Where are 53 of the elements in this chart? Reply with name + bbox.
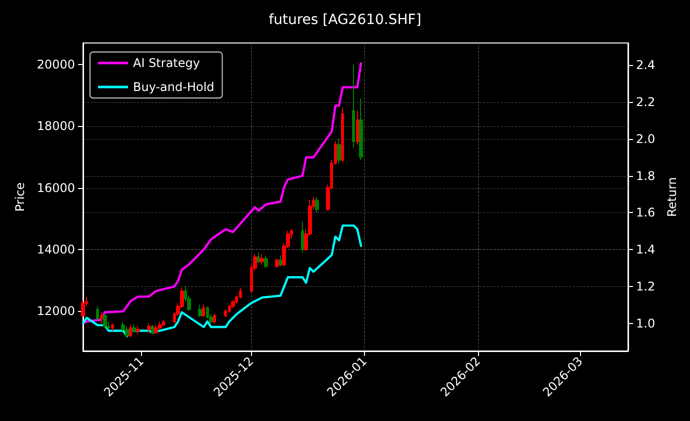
candlestick <box>111 322 114 332</box>
candlestick <box>125 326 129 338</box>
y2-tick-label: 1.6 <box>636 206 656 220</box>
candlestick <box>224 308 227 318</box>
y2-axis-title: Return <box>665 177 679 217</box>
candlestick <box>301 221 304 253</box>
candlestick <box>198 304 202 318</box>
y-tick-label: 14000 <box>36 242 75 256</box>
y-axis-title: Price <box>12 182 27 212</box>
candlestick <box>257 252 260 264</box>
candlestick <box>239 287 242 300</box>
candlestick <box>275 258 279 268</box>
candlestick <box>103 314 107 328</box>
candlestick <box>96 306 99 321</box>
candlestick <box>136 326 140 335</box>
y2-tick-label: 2.0 <box>636 132 656 146</box>
candlestick <box>154 324 158 335</box>
candlestick <box>162 320 165 327</box>
y-tick-label: 12000 <box>36 304 75 318</box>
y-tick-label: 18000 <box>36 119 75 134</box>
line-series <box>82 224 362 338</box>
candlestick <box>341 107 344 162</box>
y2-tick-label: 1.2 <box>636 279 656 294</box>
candlestick <box>228 304 231 313</box>
candlestick <box>132 324 136 334</box>
y2-tick-label: 1.4 <box>636 242 656 257</box>
candlestick <box>151 324 154 335</box>
candlestick <box>147 322 151 334</box>
candlestick <box>81 300 85 318</box>
candlestick <box>279 255 282 267</box>
y2-tick-label: 1.8 <box>636 168 656 183</box>
candlestick <box>231 300 235 308</box>
y-tick-label: 20000 <box>36 58 75 72</box>
y2-tick-label: 1.0 <box>636 316 656 330</box>
legend-label: Buy-and-Hold <box>133 80 214 94</box>
y2-tick-label: 2.4 <box>636 58 656 72</box>
y-tick-label: 16000 <box>36 180 75 195</box>
candlestick <box>359 98 363 161</box>
candlestick <box>264 255 268 268</box>
candlestick <box>356 110 359 146</box>
candlestick <box>352 64 355 148</box>
candlestick <box>337 138 341 164</box>
candlestick <box>315 196 319 213</box>
candlestick <box>206 306 209 320</box>
candlestick <box>100 312 103 324</box>
candlestick <box>158 321 162 330</box>
candlestick <box>213 314 216 324</box>
y2-tick-label: 2.2 <box>636 95 656 110</box>
candlestick <box>202 304 205 318</box>
legend-label: AI Strategy <box>133 56 200 70</box>
candlestick <box>129 324 132 338</box>
candlestick <box>260 253 264 266</box>
chart-title: futures [AG2610.SHF] <box>268 12 422 28</box>
